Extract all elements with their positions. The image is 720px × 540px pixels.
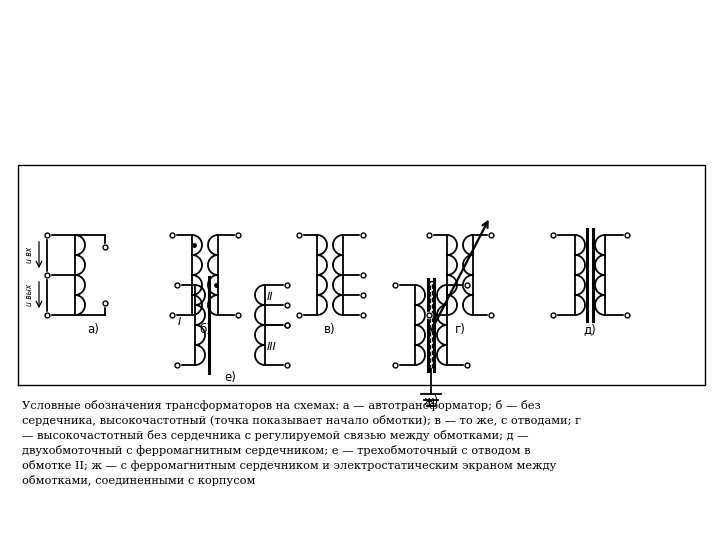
Text: г): г) (454, 323, 465, 336)
Text: Условные обозначения трансформаторов на схемах: а — автотрансформатор; б — без
с: Условные обозначения трансформаторов на … (22, 400, 581, 486)
Text: u вх: u вх (25, 247, 35, 263)
Text: ж): ж) (423, 395, 438, 408)
Text: I: I (178, 317, 181, 327)
Text: е): е) (224, 371, 236, 384)
Text: а): а) (87, 323, 99, 336)
Text: д): д) (584, 323, 596, 336)
Text: II: II (267, 292, 274, 302)
Text: III: III (267, 342, 276, 352)
Text: б): б) (199, 323, 211, 336)
Text: в): в) (324, 323, 336, 336)
Text: u вых: u вых (25, 284, 35, 306)
